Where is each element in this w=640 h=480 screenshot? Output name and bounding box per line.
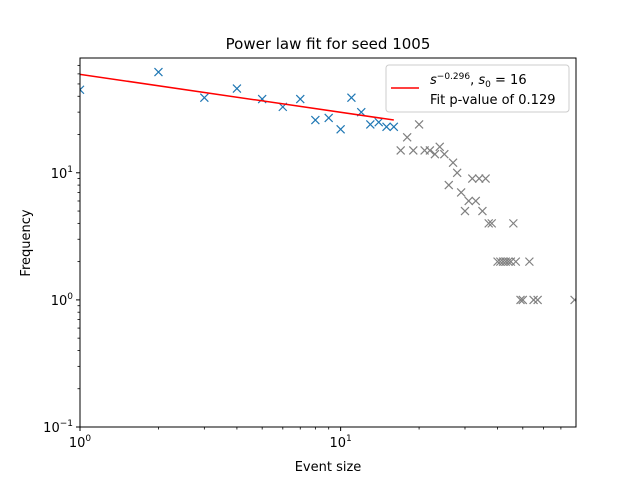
data-point-fit-9 <box>336 124 346 134</box>
data-point-tail-3 <box>414 120 424 129</box>
data-point-tail-6 <box>430 149 440 159</box>
plot-area <box>80 67 576 305</box>
data-point-tail-32 <box>524 257 534 267</box>
data-point-tail-17 <box>474 174 484 184</box>
data-point-tail-0 <box>396 145 406 155</box>
data-point-tail-12 <box>456 188 466 197</box>
data-point-tail-30 <box>516 295 525 305</box>
data-point-fit-12 <box>365 120 375 129</box>
data-point-tail-11 <box>452 168 462 178</box>
power-law-fit-line <box>80 73 394 121</box>
y-tick-label: 10−1 <box>43 419 73 436</box>
data-point-tail-5 <box>425 145 435 155</box>
data-point-tail-9 <box>444 180 454 190</box>
data-point-tail-16 <box>471 196 481 206</box>
data-point-fit-14 <box>382 122 391 132</box>
data-point-tail-14 <box>464 196 474 206</box>
y-tick-label: 100 <box>51 292 74 309</box>
x-tick-label: 101 <box>329 434 351 451</box>
data-point-fit-10 <box>346 93 356 103</box>
data-point-tail-31 <box>518 295 528 305</box>
data-point-tail-35 <box>570 295 576 305</box>
data-point-tail-33 <box>529 295 539 305</box>
y-tick-label: 101 <box>51 165 73 182</box>
data-point-fit-7 <box>310 115 320 125</box>
data-point-tail-8 <box>439 149 449 159</box>
legend: s−0.296, s0 = 16 Fit p-value of 0.129 <box>385 64 570 113</box>
data-point-tail-21 <box>487 218 497 228</box>
data-point-fit-8 <box>324 113 334 123</box>
data-point-fit-6 <box>295 94 305 104</box>
legend-fit-label: s−0.296, s0 = 16 <box>430 72 527 90</box>
data-point-tail-19 <box>481 174 491 184</box>
data-point-tail-15 <box>467 174 477 184</box>
data-point-fit-13 <box>374 117 384 127</box>
data-point-fit-15 <box>389 122 399 132</box>
data-point-fit-1 <box>154 67 163 77</box>
data-point-tail-13 <box>460 206 470 216</box>
legend-pvalue-label: Fit p-value of 0.129 <box>430 93 556 108</box>
data-point-fit-2 <box>199 93 209 103</box>
data-point-tail-28 <box>508 218 518 228</box>
x-tick-label: 100 <box>69 434 92 451</box>
plot-area-frame <box>79 57 577 428</box>
data-point-fit-3 <box>232 84 242 93</box>
data-point-tail-34 <box>533 295 543 305</box>
data-point-tail-2 <box>408 145 418 155</box>
data-point-tail-18 <box>478 206 487 216</box>
data-point-tail-7 <box>435 142 445 152</box>
data-point-tail-1 <box>402 132 412 142</box>
data-point-tail-29 <box>511 257 521 267</box>
chart-title: Power law fit for seed 1005 <box>226 35 431 53</box>
data-point-tail-20 <box>484 218 494 228</box>
legend-box <box>385 64 570 113</box>
data-point-fit-0 <box>80 85 85 95</box>
x-axis-title: Event size <box>295 460 362 475</box>
data-point-tail-26 <box>503 257 513 267</box>
y-axis-title: Frequency <box>19 209 34 276</box>
data-point-tail-10 <box>448 158 458 168</box>
